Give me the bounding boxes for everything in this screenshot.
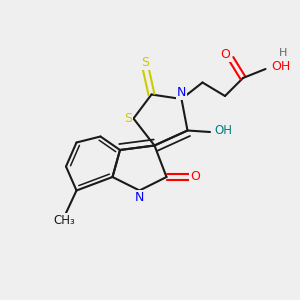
Text: N: N — [177, 86, 186, 99]
Text: O: O — [221, 48, 230, 62]
Text: CH₃: CH₃ — [54, 214, 75, 227]
Text: S: S — [124, 112, 132, 125]
Text: H: H — [279, 48, 288, 59]
Text: OH: OH — [214, 124, 232, 137]
Text: O: O — [190, 170, 200, 184]
Text: OH: OH — [271, 59, 290, 73]
Text: S: S — [142, 56, 149, 69]
Text: N: N — [135, 190, 144, 204]
